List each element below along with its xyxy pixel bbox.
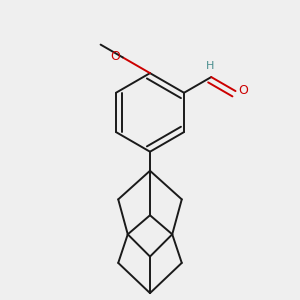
Text: O: O xyxy=(238,84,248,97)
Text: O: O xyxy=(110,50,120,63)
Text: H: H xyxy=(206,61,214,71)
